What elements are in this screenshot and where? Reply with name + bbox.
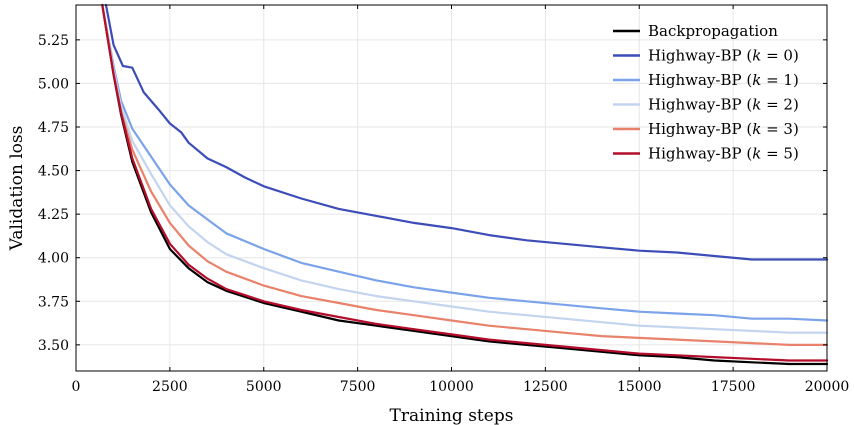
y-tick-label: 3.50 (38, 338, 69, 354)
y-tick-label: 5.00 (38, 76, 69, 92)
y-tick-label: 5.25 (38, 33, 69, 49)
x-tick-label: 20000 (805, 379, 850, 395)
series-line-2 (101, 3, 829, 322)
x-tick-label: 15000 (617, 379, 662, 395)
legend-label: Highway-BP (k = 2) (648, 96, 799, 114)
legend-label: Highway-BP (k = 3) (648, 120, 799, 138)
x-axis-title: Training steps (390, 406, 514, 425)
series-line-3 (101, 3, 829, 334)
y-tick-label: 4.50 (38, 164, 69, 180)
x-tick-label: 17500 (711, 379, 756, 395)
series-line-4 (101, 3, 829, 346)
series-line-0 (101, 3, 829, 366)
x-tick-label: 10000 (429, 379, 474, 395)
y-tick-label: 4.75 (38, 120, 69, 136)
x-tick-label: 5000 (246, 379, 282, 395)
legend-label: Backpropagation (648, 22, 778, 40)
legend: Backpropagation Highway-BP (k = 0) Highway… (613, 22, 799, 163)
series-line-5 (101, 3, 829, 362)
series-lines (101, 3, 829, 366)
grid (75, 5, 828, 371)
y-axis-title: Validation loss (7, 126, 27, 252)
x-tick-label: 0 (72, 379, 81, 395)
y-tick-label: 4.00 (38, 251, 69, 267)
legend-label: Highway-BP (k = 1) (648, 71, 799, 89)
x-tick-label: 12500 (523, 379, 568, 395)
legend-label: Highway-BP (k = 0) (648, 47, 799, 65)
legend-label: Highway-BP (k = 5) (648, 145, 799, 163)
series-line-1 (104, 3, 829, 261)
y-tick-label: 4.25 (38, 207, 69, 223)
y-tick-label: 3.75 (38, 294, 69, 310)
axis-ticks: 0 2500 5000 7500 10000 12500 15000 17500 20000 3.… (38, 5, 849, 395)
x-tick-label: 7500 (340, 379, 376, 395)
x-tick-label: 2500 (152, 379, 188, 395)
